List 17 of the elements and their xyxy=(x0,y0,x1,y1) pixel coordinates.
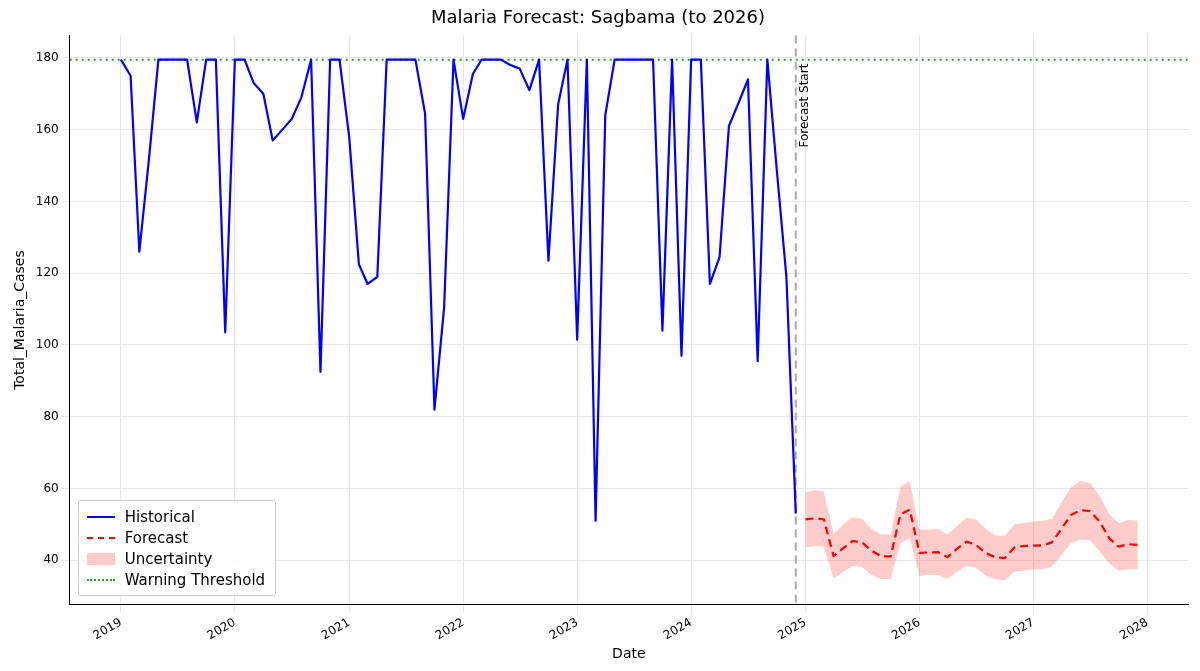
y-tick-label: 160 xyxy=(35,121,59,136)
legend-label: Forecast xyxy=(124,528,189,547)
y-tick-label: 40 xyxy=(43,552,59,567)
ref-line-label: Forecast Start xyxy=(796,63,811,148)
y-axis-title: Total_Malaria_Cases xyxy=(11,250,28,391)
y-tick-label: 80 xyxy=(43,408,59,423)
y-tick-label: 140 xyxy=(35,193,59,208)
y-tick-label: 60 xyxy=(43,480,59,495)
chart-title: Malaria Forecast: Sagbama (to 2026) xyxy=(431,6,765,28)
annotation: Uncertainty xyxy=(124,549,213,568)
legend-label: Historical xyxy=(124,507,195,526)
y-tick-label: 100 xyxy=(35,337,59,352)
y-tick-label: 120 xyxy=(35,265,59,280)
legend-label: Warning Threshold xyxy=(124,570,266,589)
y-tick-label: 180 xyxy=(35,49,59,64)
x-axis-title: Date xyxy=(612,645,646,662)
line-series xyxy=(804,508,1139,560)
